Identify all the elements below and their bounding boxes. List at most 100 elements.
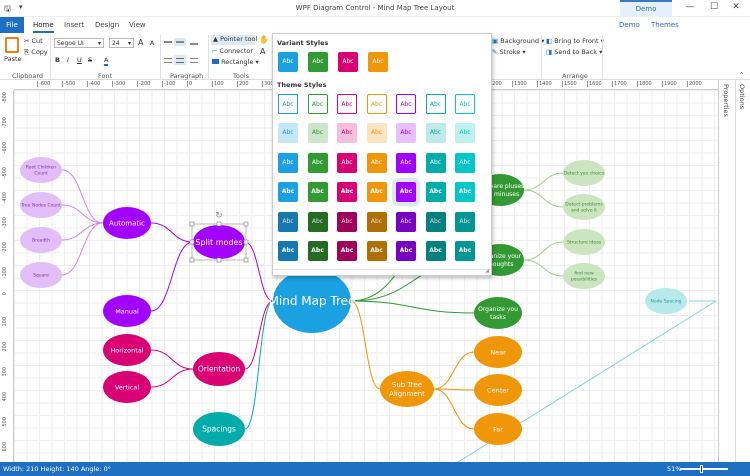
rectangle-tool-button[interactable]: Rectangle ▾ [212, 58, 259, 66]
connector-line[interactable] [61, 204, 104, 224]
theme-style-swatch[interactable]: Abc [396, 153, 416, 173]
connector-line[interactable] [150, 368, 194, 388]
close-button[interactable]: ✕ [732, 2, 740, 12]
connector-line[interactable] [523, 241, 564, 261]
pointer-tool-button[interactable]: ▲ Pointer tool [211, 35, 258, 45]
resize-handle[interactable] [189, 221, 195, 227]
connector-line[interactable] [523, 189, 564, 208]
shrink-font-button[interactable]: A [150, 40, 155, 47]
connector-line[interactable] [61, 222, 104, 241]
paragraph-alignment-buttons[interactable] [164, 38, 204, 68]
theme-style-swatch[interactable]: Abc [425, 123, 446, 143]
theme-style-swatch[interactable]: Abc [337, 123, 357, 143]
underline-button[interactable]: U [77, 56, 82, 64]
resize-handle[interactable] [189, 239, 195, 245]
resize-handle[interactable] [189, 257, 195, 263]
theme-style-swatch[interactable]: Abc [337, 153, 357, 173]
connector-line[interactable] [61, 222, 104, 276]
send-to-back-button[interactable]: ◨ Send to Back ▾ [546, 48, 603, 56]
connector-tool-button[interactable]: ⌐ Connector [212, 47, 254, 55]
mind-map-node-tnc[interactable] [20, 192, 62, 218]
theme-style-swatch[interactable]: Abc [455, 153, 475, 173]
theme-style-swatch[interactable]: Abc [278, 123, 298, 143]
tab-insert[interactable]: Insert [64, 21, 85, 29]
properties-panel-tab[interactable]: Properties [722, 84, 730, 117]
mind-map-node-orient[interactable] [193, 352, 245, 386]
mind-map-node-square[interactable] [20, 262, 62, 288]
theme-style-swatch[interactable]: Abc [455, 212, 475, 232]
paste-icon[interactable] [5, 37, 19, 53]
mind-map-node-vert[interactable] [103, 371, 151, 403]
theme-style-swatch[interactable]: Abc [455, 241, 475, 261]
theme-style-swatch[interactable]: Abc [455, 182, 475, 202]
qat-dropdown-icon[interactable]: ▾ [19, 3, 23, 11]
theme-style-swatch[interactable]: Abc [307, 94, 328, 114]
paste-button[interactable]: Paste [4, 55, 22, 63]
theme-style-swatch[interactable]: Abc [307, 153, 328, 173]
resize-handle[interactable] [216, 221, 222, 227]
theme-style-swatch[interactable]: Abc [366, 212, 387, 232]
resize-handle[interactable] [243, 257, 249, 263]
mind-map-node-breadth[interactable] [20, 227, 62, 253]
resize-handle[interactable] [216, 257, 222, 263]
connector-line[interactable] [150, 349, 194, 370]
rotate-handle-icon[interactable]: ↻ [215, 211, 223, 221]
tab-view[interactable]: View [129, 21, 146, 29]
theme-style-swatch[interactable]: Abc [396, 212, 416, 232]
theme-style-swatch[interactable]: Abc [425, 94, 446, 114]
theme-style-swatch[interactable]: Abc [307, 123, 328, 143]
tab-demo[interactable]: Demo [619, 21, 640, 29]
connector-line[interactable] [433, 388, 475, 391]
mind-map-node-oytask[interactable] [474, 297, 522, 329]
theme-style-swatch[interactable]: Abc [425, 241, 446, 261]
resize-grip-icon[interactable]: ◢ [485, 268, 489, 274]
theme-style-swatch[interactable]: Abc [455, 94, 475, 114]
collapse-ribbon-icon[interactable]: ⌃ [739, 71, 745, 79]
theme-style-swatch[interactable]: Abc [425, 182, 446, 202]
theme-style-swatch[interactable]: Abc [396, 94, 416, 114]
variant-style-swatch[interactable]: Abc [278, 52, 298, 72]
connector-line[interactable] [150, 241, 194, 312]
bring-to-front-button[interactable]: ◧ Bring to Front ▾ [546, 37, 604, 45]
connector-line[interactable] [244, 241, 274, 302]
theme-style-swatch[interactable]: Abc [366, 123, 387, 143]
mind-map-node-manual[interactable] [103, 295, 151, 327]
bold-button[interactable]: B [55, 56, 60, 64]
theme-style-swatch[interactable]: Abc [396, 241, 416, 261]
tab-home[interactable]: Home [33, 17, 54, 33]
theme-style-swatch[interactable]: Abc [307, 241, 328, 261]
connector-line[interactable] [433, 351, 475, 390]
theme-style-swatch[interactable]: Abc [278, 241, 298, 261]
mind-map-node-sta[interactable] [380, 371, 434, 407]
minimize-button[interactable]: — [685, 2, 695, 12]
text-tool-icon[interactable]: A [260, 47, 266, 56]
connector-line[interactable] [433, 388, 475, 430]
theme-style-swatch[interactable]: Abc [337, 182, 357, 202]
copy-button[interactable]: ⎘ Copy [24, 48, 48, 56]
mind-map-node-dyc[interactable] [563, 160, 605, 186]
variant-style-swatch[interactable]: Abc [368, 52, 388, 72]
mind-map-node-far[interactable] [474, 413, 522, 445]
theme-style-swatch[interactable]: Abc [366, 153, 387, 173]
save-icon[interactable]: 🖫 [4, 4, 11, 13]
hand-tool-icon[interactable]: ✋ [259, 35, 269, 44]
connector-line[interactable] [350, 300, 381, 390]
theme-style-swatch[interactable]: Abc [278, 182, 298, 202]
connector-line[interactable] [244, 300, 274, 370]
connector-line[interactable] [523, 172, 564, 191]
theme-style-swatch[interactable]: Abc [337, 241, 357, 261]
variant-style-swatch[interactable]: Abc [308, 52, 328, 72]
stroke-button[interactable]: ✎ Stroke ▾ [492, 48, 526, 56]
italic-button[interactable]: I [67, 56, 69, 64]
tab-file[interactable]: File [0, 17, 24, 33]
connector-line[interactable] [61, 169, 104, 224]
theme-style-swatch[interactable]: Abc [278, 153, 298, 173]
theme-style-swatch[interactable]: Abc [366, 182, 387, 202]
options-panel-tab[interactable]: Options [738, 84, 746, 110]
theme-style-swatch[interactable]: Abc [455, 123, 475, 143]
maximize-button[interactable]: ☐ [709, 2, 719, 12]
mind-map-node-ns[interactable] [645, 288, 687, 314]
mind-map-node-horiz[interactable] [103, 334, 151, 366]
variant-style-swatch[interactable]: Abc [338, 52, 358, 72]
theme-style-swatch[interactable]: Abc [278, 94, 298, 114]
